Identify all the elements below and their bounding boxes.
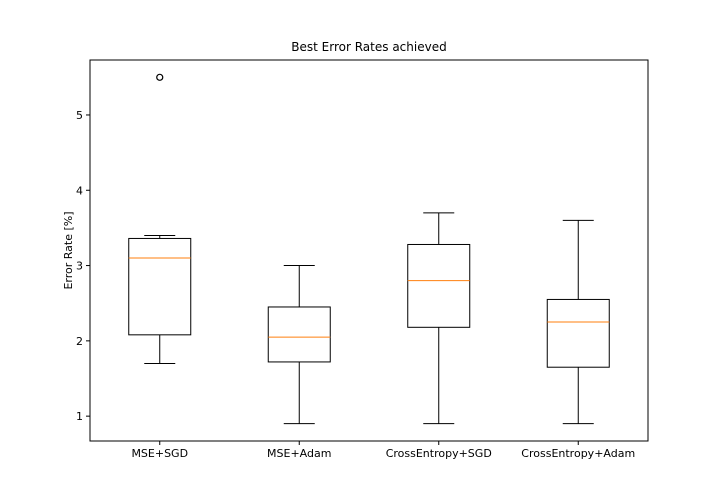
box-group xyxy=(546,219,610,425)
x-tick-label: CrossEntropy+SGD xyxy=(386,447,492,460)
x-tick-label: MSE+SGD xyxy=(131,447,188,460)
iqr-box xyxy=(407,243,471,328)
plot-frame xyxy=(89,59,649,442)
box-group xyxy=(407,212,471,425)
x-tick-label: MSE+Adam xyxy=(267,447,331,460)
y-tick-label: 5 xyxy=(76,109,83,122)
box-group xyxy=(128,73,192,364)
y-tick-label: 1 xyxy=(76,410,83,423)
y-tick-label: 3 xyxy=(76,260,83,273)
iqr-box xyxy=(546,298,610,368)
boxes-layer xyxy=(128,73,610,425)
iqr-box xyxy=(128,237,192,336)
chart-title: Best Error Rates achieved xyxy=(291,40,447,54)
box-group xyxy=(267,265,331,425)
y-tick-label: 4 xyxy=(76,184,83,197)
outlier-point xyxy=(156,73,164,81)
x-tick-label: CrossEntropy+Adam xyxy=(521,447,635,460)
iqr-box xyxy=(267,306,331,363)
y-axis-label: Error Rate [%] xyxy=(62,211,75,289)
y-axis: 1 2 3 4 5 xyxy=(76,109,90,423)
y-tick-label: 2 xyxy=(76,335,83,348)
x-axis: MSE+SGD MSE+Adam CrossEntropy+SGD CrossEntr… xyxy=(131,441,635,460)
